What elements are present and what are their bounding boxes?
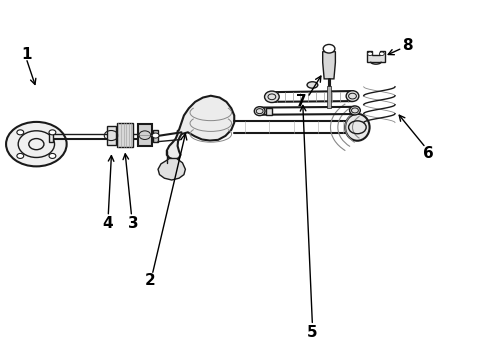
Circle shape (152, 133, 159, 138)
Polygon shape (266, 108, 272, 115)
Polygon shape (107, 126, 116, 145)
Polygon shape (49, 132, 53, 141)
Polygon shape (153, 130, 158, 142)
Text: 8: 8 (402, 38, 413, 53)
Ellipse shape (345, 114, 369, 141)
Ellipse shape (307, 82, 318, 88)
Ellipse shape (346, 91, 359, 102)
Text: 3: 3 (128, 216, 139, 230)
Polygon shape (167, 96, 234, 159)
Polygon shape (158, 158, 185, 180)
Text: 6: 6 (423, 145, 434, 161)
Polygon shape (367, 51, 385, 62)
Polygon shape (117, 123, 133, 147)
Ellipse shape (349, 106, 360, 115)
Ellipse shape (254, 107, 265, 116)
Polygon shape (327, 86, 331, 108)
Polygon shape (138, 125, 152, 146)
Circle shape (379, 52, 384, 55)
Polygon shape (323, 51, 335, 79)
Text: 7: 7 (296, 94, 307, 109)
Circle shape (49, 153, 56, 158)
Text: 5: 5 (307, 325, 318, 340)
Circle shape (17, 130, 24, 135)
Circle shape (323, 44, 335, 53)
Text: 4: 4 (102, 216, 113, 230)
Circle shape (6, 122, 67, 166)
Text: 1: 1 (21, 47, 31, 62)
Text: 2: 2 (145, 273, 155, 288)
Circle shape (368, 52, 372, 55)
Ellipse shape (265, 91, 279, 103)
Circle shape (49, 130, 56, 135)
Circle shape (17, 153, 24, 158)
